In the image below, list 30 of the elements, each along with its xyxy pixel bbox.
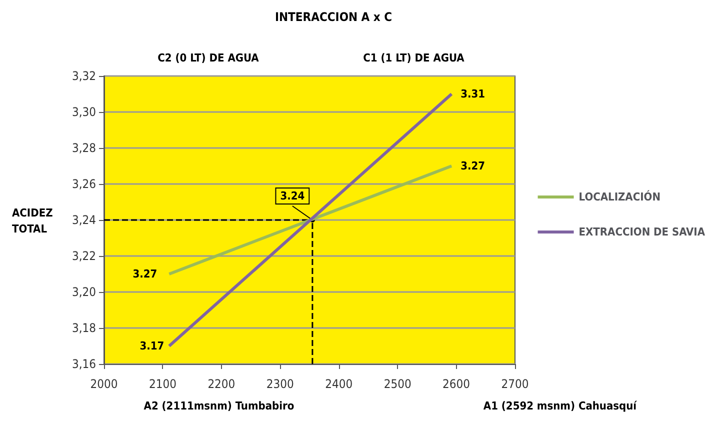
text: A1 (2592 msnm) Cahuasquí	[483, 400, 638, 412]
x-tick-label: 2700	[501, 377, 529, 391]
y-tick-label: 3,24	[72, 213, 96, 227]
annotation: 3.24	[280, 190, 305, 202]
chart-title: INTERACCION A x C	[275, 10, 392, 24]
annotation: 3.27	[132, 268, 158, 280]
x-tick-label: 2300	[266, 377, 294, 391]
legend-label: LOCALIZACIÓN	[578, 190, 660, 204]
y-tick-label: 3,32	[72, 69, 96, 83]
text: A2 (2111msnm) Tumbabiro	[144, 400, 294, 412]
y-tick-label: 3,28	[72, 141, 96, 155]
x-tick-label: 2400	[325, 377, 353, 391]
y-tick-label: 3,22	[72, 249, 96, 263]
legend-label: EXTRACCION DE SAVIA	[578, 226, 706, 238]
text: C1 (1 LT) DE AGUA	[363, 52, 465, 64]
data-label: 3.27	[460, 160, 486, 172]
y-tick-label: 3,26	[72, 177, 96, 191]
data-label: 3.17	[140, 340, 164, 352]
text: C2 (0 LT) DE AGUA	[158, 52, 260, 64]
y-tick-label: 3,16	[72, 357, 96, 371]
y-tick-label: 3,20	[72, 285, 96, 299]
x-tick-label: 2500	[384, 377, 412, 391]
y-axis-title: ACIDEZ TOTAL	[12, 206, 53, 236]
x-tick-label: 2600	[442, 377, 470, 391]
data-label: 3.31	[460, 88, 486, 100]
y-tick-label: 3,30	[72, 105, 96, 119]
x-tick-label: 2200	[208, 377, 236, 391]
x-tick-label: 2100	[148, 377, 177, 391]
y-tick-label: 3,18	[72, 321, 96, 335]
x-tick-label: 2000	[90, 377, 118, 391]
